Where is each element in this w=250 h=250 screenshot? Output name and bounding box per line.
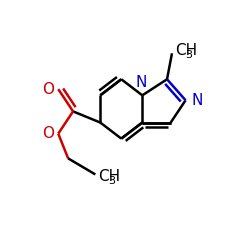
Text: CH: CH (98, 169, 120, 184)
Text: N: N (191, 93, 202, 108)
Text: 3: 3 (185, 50, 192, 60)
Text: N: N (136, 75, 147, 90)
Text: 3: 3 (108, 176, 115, 186)
Text: O: O (42, 82, 54, 97)
Text: O: O (42, 126, 54, 141)
Text: CH: CH (175, 43, 197, 58)
